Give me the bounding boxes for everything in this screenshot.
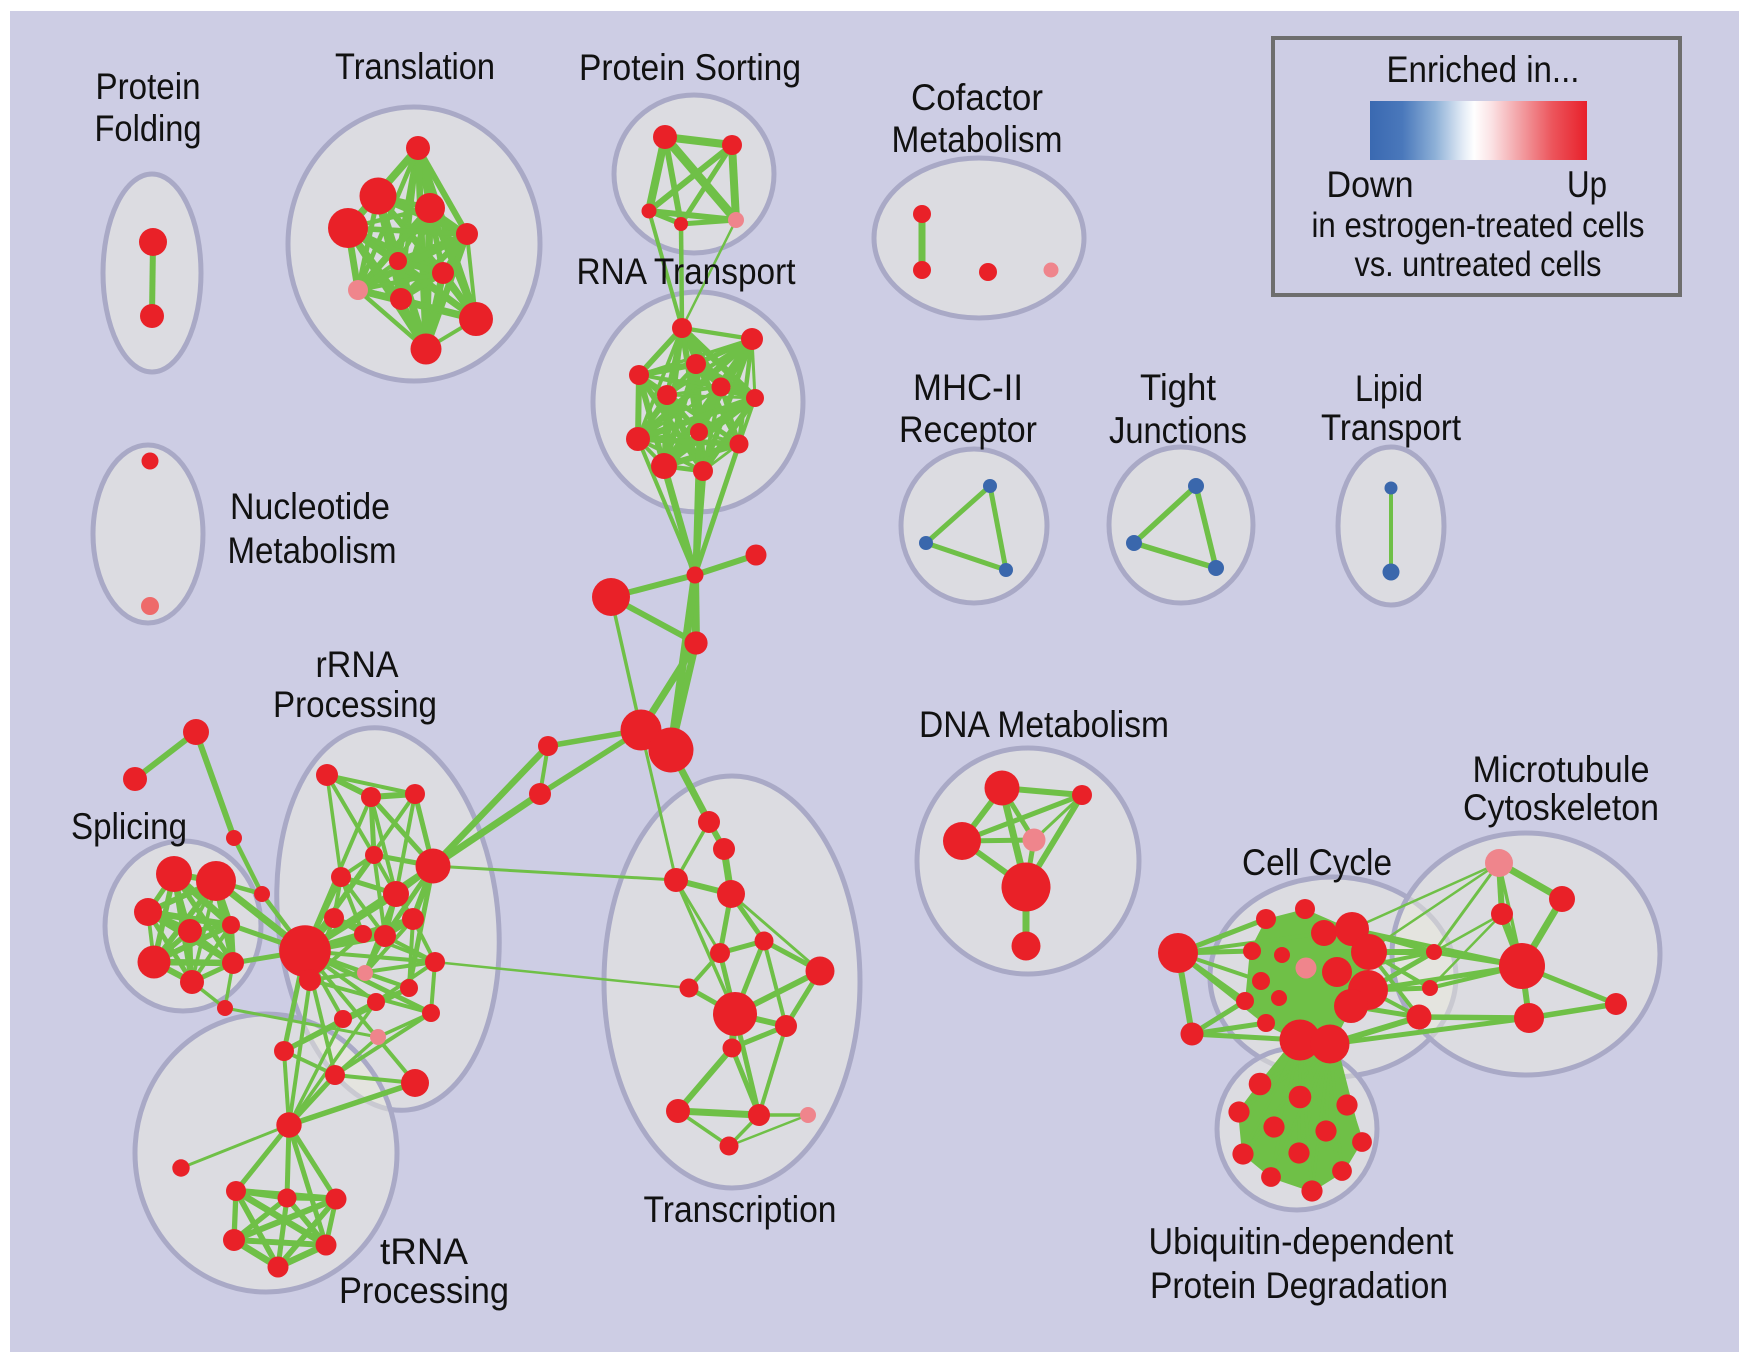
svg-text:Metabolism: Metabolism: [228, 530, 397, 571]
svg-text:Cell Cycle: Cell Cycle: [1242, 842, 1392, 883]
svg-text:Tight: Tight: [1140, 367, 1217, 408]
svg-text:Protein Sorting: Protein Sorting: [579, 47, 801, 88]
svg-text:Metabolism: Metabolism: [892, 119, 1063, 160]
svg-text:Enriched in...: Enriched in...: [1387, 49, 1580, 90]
svg-text:DNA Metabolism: DNA Metabolism: [919, 704, 1169, 745]
svg-text:Folding: Folding: [95, 108, 202, 149]
svg-text:Protein Degradation: Protein Degradation: [1150, 1265, 1448, 1306]
svg-text:Processing: Processing: [273, 684, 437, 725]
svg-text:rRNA: rRNA: [316, 644, 399, 685]
svg-text:Cofactor: Cofactor: [911, 77, 1043, 118]
svg-text:Cytoskeleton: Cytoskeleton: [1463, 787, 1659, 828]
svg-text:Receptor: Receptor: [899, 409, 1037, 450]
svg-text:Ubiquitin-dependent: Ubiquitin-dependent: [1149, 1221, 1455, 1262]
svg-text:Microtubule: Microtubule: [1473, 749, 1650, 790]
svg-text:MHC-II: MHC-II: [913, 367, 1023, 408]
svg-text:Nucleotide: Nucleotide: [230, 486, 390, 527]
svg-text:Translation: Translation: [335, 46, 495, 87]
svg-text:Junctions: Junctions: [1109, 410, 1247, 451]
svg-text:Transport: Transport: [1321, 407, 1462, 448]
svg-text:Transcription: Transcription: [644, 1189, 837, 1230]
svg-text:tRNA: tRNA: [380, 1231, 468, 1272]
svg-text:Down: Down: [1327, 164, 1414, 205]
svg-text:RNA Transport: RNA Transport: [577, 251, 797, 292]
svg-text:in estrogen-treated cells: in estrogen-treated cells: [1312, 206, 1645, 245]
svg-text:Up: Up: [1567, 164, 1607, 205]
svg-text:vs. untreated cells: vs. untreated cells: [1355, 245, 1602, 284]
svg-text:Processing: Processing: [339, 1270, 509, 1311]
svg-text:Splicing: Splicing: [71, 806, 187, 847]
svg-text:Lipid: Lipid: [1355, 368, 1423, 409]
svg-text:Protein: Protein: [96, 66, 201, 107]
